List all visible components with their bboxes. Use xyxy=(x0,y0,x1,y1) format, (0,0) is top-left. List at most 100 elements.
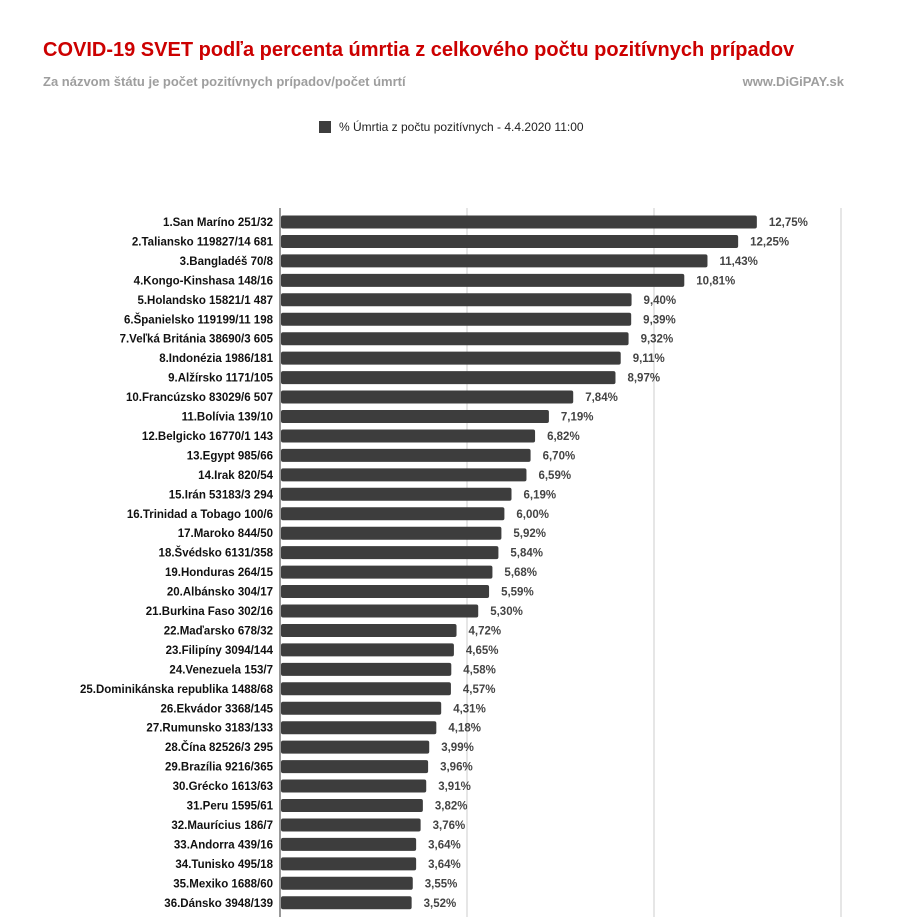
value-label: 6,70% xyxy=(543,450,576,462)
category-label: 29.Brazília 9216/365 xyxy=(165,762,274,774)
category-label: 24.Venezuela 153/7 xyxy=(169,664,273,676)
value-label: 9,32% xyxy=(641,334,674,346)
bar xyxy=(281,585,490,599)
category-label: 34.Tunisko 495/18 xyxy=(175,859,273,871)
bar xyxy=(281,448,531,462)
bar xyxy=(281,526,502,540)
bar xyxy=(281,623,457,637)
bar xyxy=(281,390,574,404)
value-label: 5,68% xyxy=(504,567,537,579)
category-label: 4.Kongo-Kinshasa 148/16 xyxy=(134,275,273,287)
value-label: 4,58% xyxy=(463,664,496,676)
bar xyxy=(281,662,452,676)
label-layer: 1.San Maríno 251/32 12,75% 2.Taliansko 119… xyxy=(80,217,808,910)
category-label: 33.Andorra 439/16 xyxy=(174,839,273,851)
bar xyxy=(281,721,437,735)
category-label: 14.Irak 820/54 xyxy=(198,470,273,482)
value-label: 3,99% xyxy=(441,742,474,754)
value-label: 3,96% xyxy=(440,762,473,774)
value-label: 6,59% xyxy=(538,470,571,482)
value-label: 9,40% xyxy=(644,295,677,307)
category-label: 7.Veľká Británia 38690/3 605 xyxy=(120,334,274,346)
value-label: 5,92% xyxy=(513,528,546,540)
bar xyxy=(281,682,451,696)
value-label: 3,52% xyxy=(424,898,457,910)
value-label: 5,30% xyxy=(490,606,523,618)
bar xyxy=(281,468,527,482)
category-label: 22.Maďarsko 678/32 xyxy=(164,625,273,637)
category-label: 19.Honduras 264/15 xyxy=(165,567,274,579)
bar xyxy=(281,293,632,307)
chart-legend: % Úmrtia z počtu pozitívnych - 4.4.2020 … xyxy=(319,120,584,134)
bar xyxy=(281,799,423,812)
category-label: 2.Taliansko 119827/14 681 xyxy=(132,236,274,248)
value-label: 3,91% xyxy=(438,781,471,793)
value-label: 3,64% xyxy=(428,839,461,851)
bar xyxy=(281,701,442,715)
category-label: 3.Bangladéš 70/8 xyxy=(180,256,274,268)
bar xyxy=(281,760,429,774)
category-label: 15.Irán 53183/3 294 xyxy=(169,489,274,501)
value-label: 4,18% xyxy=(448,723,481,735)
category-label: 16.Trinidad a Tobago 100/6 xyxy=(127,509,273,521)
category-label: 6.Španielsko 119199/11 198 xyxy=(124,313,274,326)
bar xyxy=(281,487,512,501)
value-label: 3,64% xyxy=(428,859,461,871)
value-label: 10,81% xyxy=(696,275,735,287)
bar xyxy=(281,215,757,229)
value-label: 6,82% xyxy=(547,431,580,443)
bar xyxy=(281,565,493,579)
chart-subtitle: Za názvom štátu je počet pozitívnych prí… xyxy=(43,74,406,89)
category-label: 10.Francúzsko 83029/6 507 xyxy=(126,392,273,404)
bar xyxy=(281,234,739,248)
bar xyxy=(281,507,505,521)
category-label: 31.Peru 1595/61 xyxy=(187,801,274,813)
legend-swatch xyxy=(319,121,331,133)
bar xyxy=(281,876,413,890)
bar xyxy=(281,857,417,871)
bar xyxy=(281,896,412,910)
category-label: 32.Maurícius 186/7 xyxy=(171,820,273,832)
source-label: www.DiGiPAY.sk xyxy=(742,74,844,89)
category-label: 8.Indonézia 1986/181 xyxy=(159,353,273,365)
category-label: 9.Alžírsko 1171/105 xyxy=(168,373,273,385)
value-label: 4,65% xyxy=(466,645,499,657)
bar xyxy=(281,410,549,423)
chart-title: COVID-19 SVET podľa percenta úmrtia z ce… xyxy=(43,39,795,61)
bar xyxy=(281,254,708,268)
bar xyxy=(281,429,536,443)
category-label: 13.Egypt 985/66 xyxy=(187,450,273,462)
bar xyxy=(281,837,417,851)
value-label: 6,19% xyxy=(524,489,557,501)
bar xyxy=(281,643,454,657)
value-label: 6,00% xyxy=(516,509,549,521)
category-label: 1.San Maríno 251/32 xyxy=(163,217,273,229)
value-label: 4,57% xyxy=(463,684,496,696)
bar xyxy=(281,332,629,346)
value-label: 5,59% xyxy=(501,587,534,599)
value-label: 3,76% xyxy=(433,820,466,832)
category-label: 27.Rumunsko 3183/133 xyxy=(146,723,273,735)
category-label: 23.Filipíny 3094/144 xyxy=(166,645,274,657)
value-label: 12,75% xyxy=(769,217,808,229)
grid-layer xyxy=(279,208,842,917)
value-label: 3,55% xyxy=(425,878,458,890)
value-label: 4,72% xyxy=(469,625,502,637)
category-label: 30.Grécko 1613/63 xyxy=(173,781,273,793)
category-label: 17.Maroko 844/50 xyxy=(178,528,273,540)
category-label: 5.Holandsko 15821/1 487 xyxy=(137,295,273,307)
value-label: 9,39% xyxy=(643,314,676,326)
legend-label: % Úmrtia z počtu pozitívnych - 4.4.2020 … xyxy=(339,120,584,134)
bar xyxy=(281,312,632,326)
category-label: 21.Burkina Faso 302/16 xyxy=(146,606,273,618)
category-label: 12.Belgicko 16770/1 143 xyxy=(142,431,273,443)
bar-layer xyxy=(281,215,757,910)
category-label: 35.Mexiko 1688/60 xyxy=(173,878,273,890)
bar xyxy=(281,818,421,832)
value-label: 4,31% xyxy=(453,703,486,715)
category-label: 26.Ekvádor 3368/145 xyxy=(160,703,273,715)
category-label: 28.Čína 82526/3 295 xyxy=(165,741,274,754)
bar xyxy=(281,351,621,365)
bar xyxy=(281,371,616,385)
bar xyxy=(281,546,499,560)
